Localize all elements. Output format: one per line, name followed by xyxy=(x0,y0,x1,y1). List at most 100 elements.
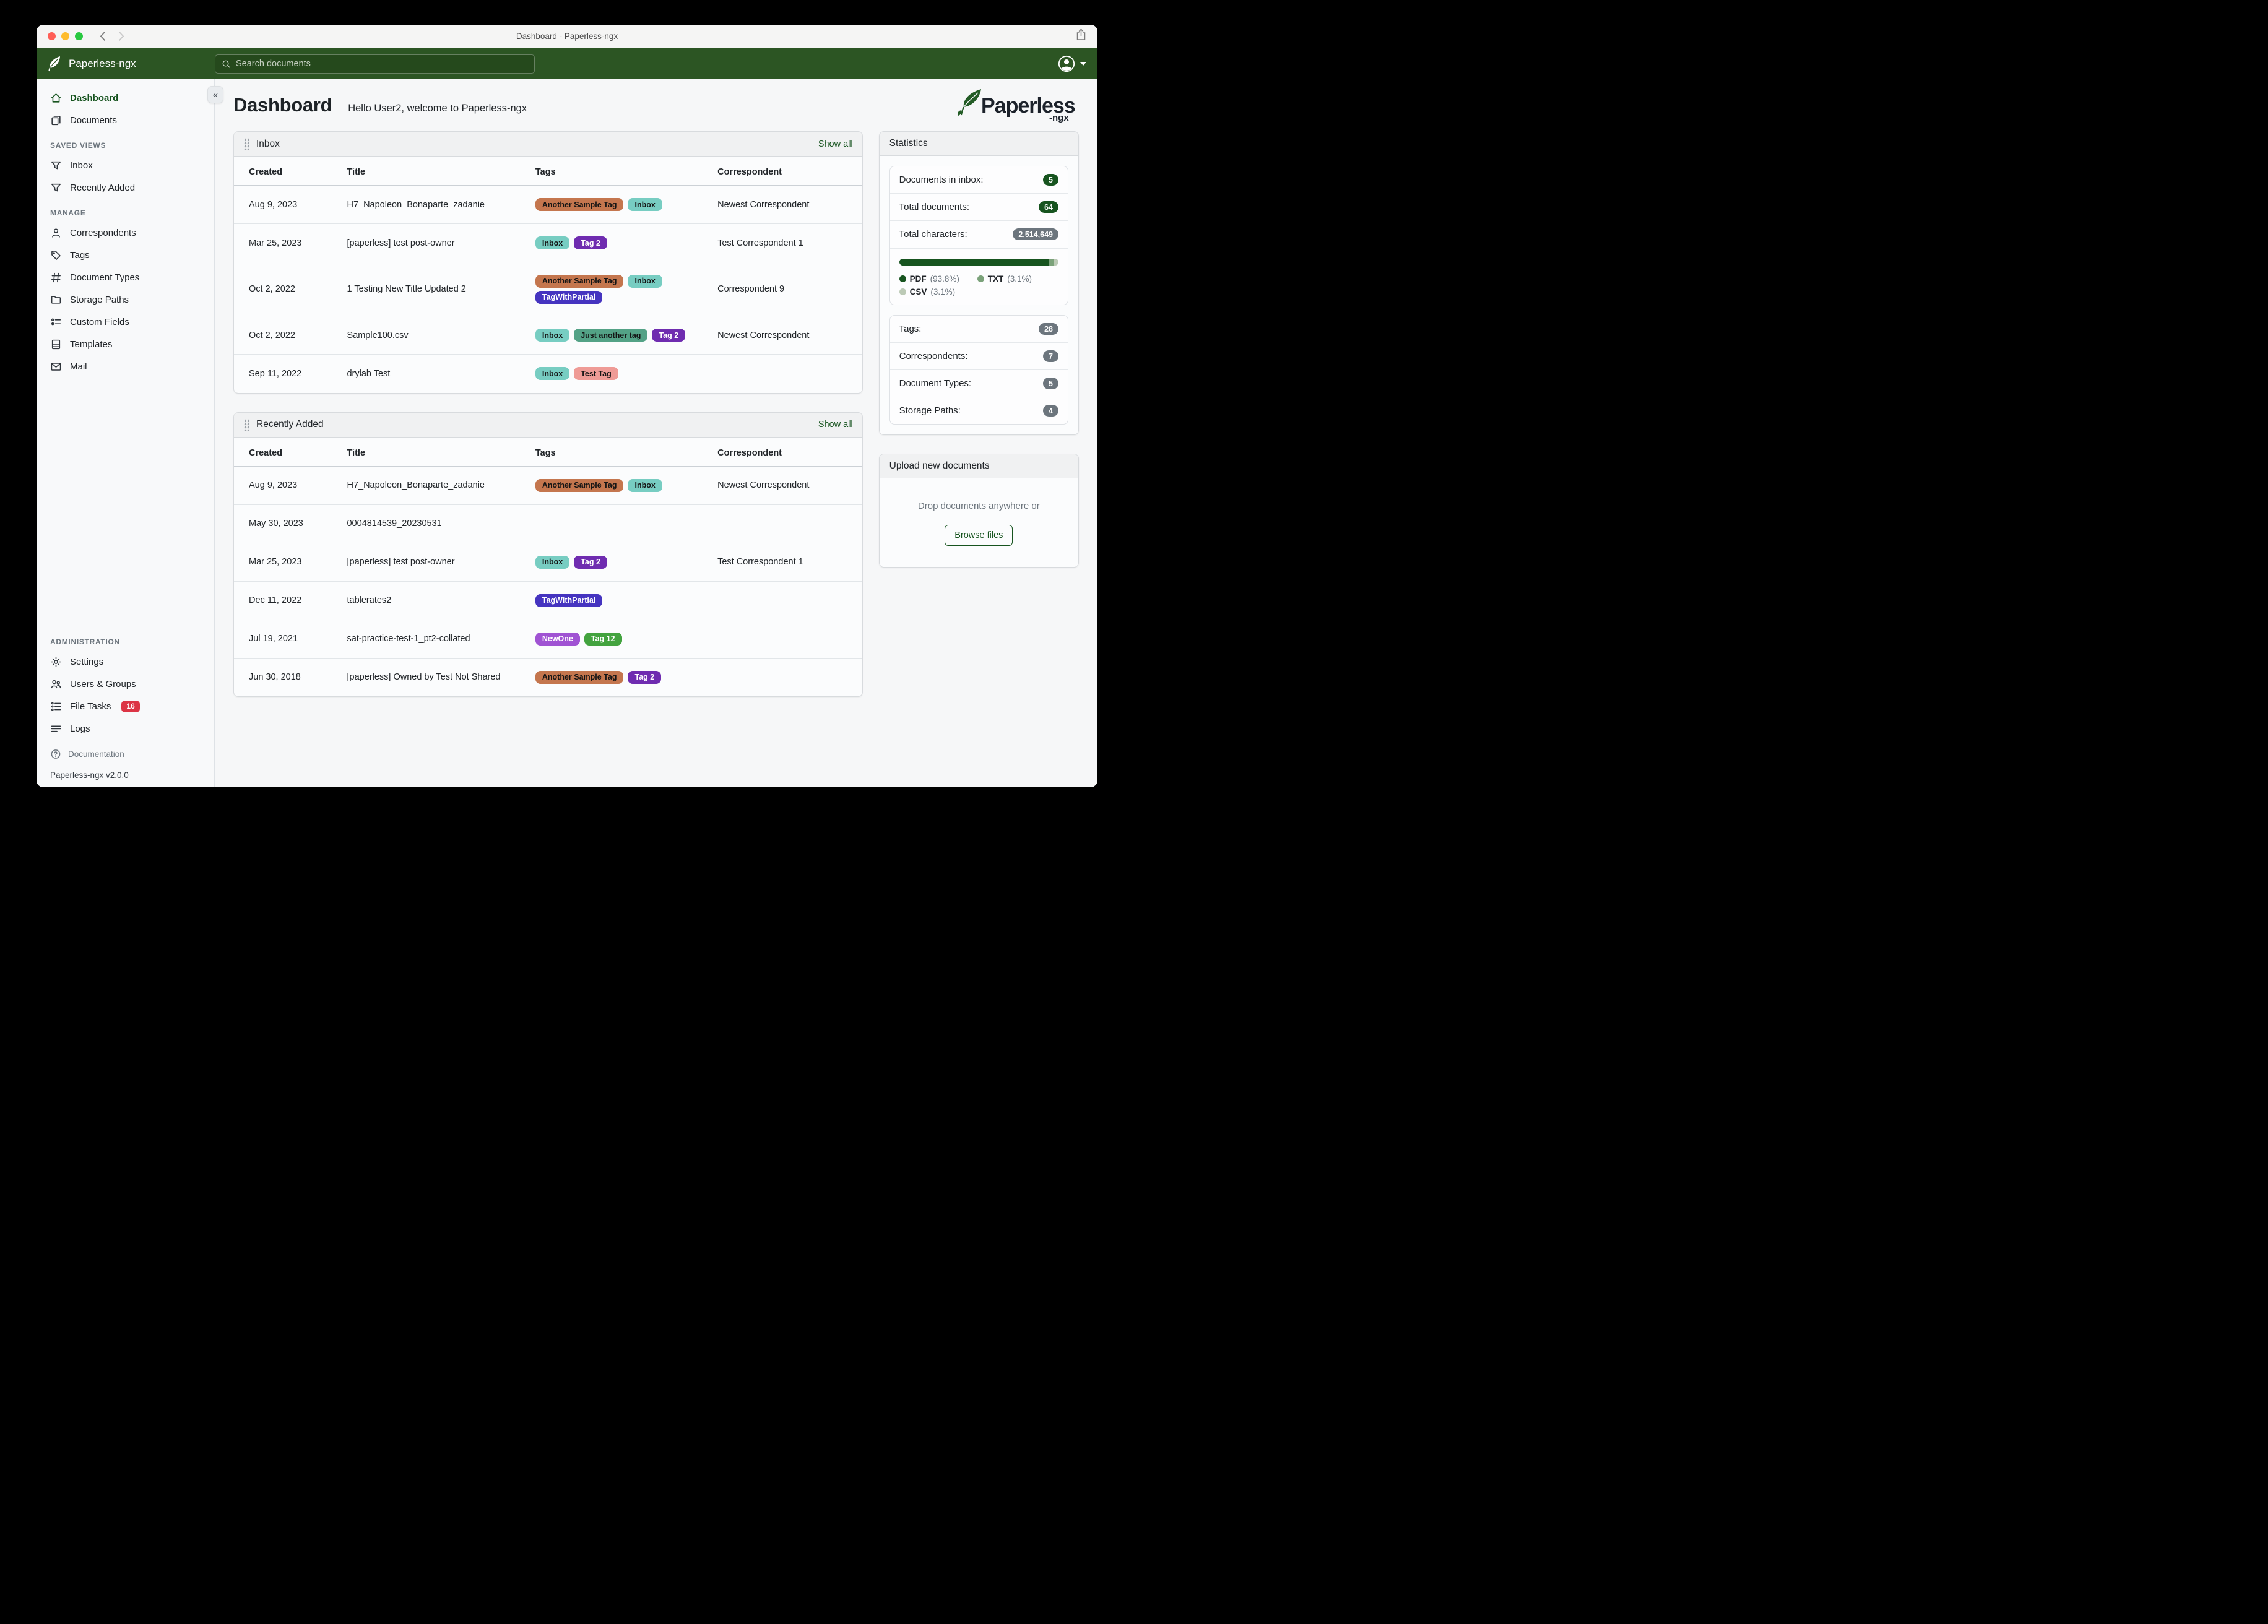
app-version: Paperless-ngx v2.0.0 xyxy=(50,771,129,780)
tag-pill[interactable]: Another Sample Tag xyxy=(535,198,624,211)
sidebar-item-label: Dashboard xyxy=(70,92,119,103)
doc-title-link[interactable]: tablerates2 xyxy=(340,581,529,620)
legend-percent: (93.8%) xyxy=(930,274,959,283)
hash-icon xyxy=(50,272,62,283)
document-row: Sep 11, 2022 drylab Test Inbox Test Tag xyxy=(234,355,862,393)
doc-correspondent xyxy=(711,581,862,620)
doc-title-link[interactable]: H7_Napoleon_Bonaparte_zadanie xyxy=(340,466,529,505)
sidebar: Dashboard Documents SAVED VIEWS Inbox Recent… xyxy=(37,79,215,787)
stat-label: Total documents: xyxy=(899,202,970,212)
tag-pill[interactable]: Tag 2 xyxy=(652,329,686,342)
tag-pill[interactable]: Another Sample Tag xyxy=(535,670,624,684)
doc-title-link[interactable]: drylab Test xyxy=(347,368,391,379)
tag-pill[interactable]: TagWithPartial xyxy=(535,594,603,607)
folder-icon xyxy=(50,294,62,306)
doc-created: Jul 19, 2021 xyxy=(234,620,341,659)
stat-label: Correspondents: xyxy=(899,351,968,361)
doc-title-link[interactable]: H7_Napoleon_Bonaparte_zadanie xyxy=(340,185,529,224)
doc-title-link[interactable]: 0004814539_20230531 xyxy=(340,504,529,543)
statistics-card: Statistics Documents in inbox: 5 Total doc… xyxy=(878,131,1079,435)
sidebar-item-recently-added[interactable]: Recently Added xyxy=(37,176,214,199)
doc-correspondent: Test Correspondent 1 xyxy=(711,223,862,262)
doc-title-link[interactable]: 1 Testing New Title Updated 2 xyxy=(340,262,529,316)
sidebar-item-logs[interactable]: Logs xyxy=(37,717,214,740)
sidebar-item-label: Inbox xyxy=(70,160,93,171)
upload-card: Upload new documents Drop documents anyw… xyxy=(878,454,1079,568)
document-row: Mar 25, 2023 [paperless] test post-owner I… xyxy=(234,223,862,262)
doc-title-link[interactable]: Sample100.csv xyxy=(340,316,529,355)
tag-pill[interactable]: Tag 2 xyxy=(628,670,662,684)
app-header: Paperless-ngx xyxy=(37,48,1097,79)
sidebar-item-documents[interactable]: Documents xyxy=(37,109,214,131)
tag-pill[interactable]: Just another tag xyxy=(574,329,648,342)
sidebar-item-custom-fields[interactable]: Custom Fields xyxy=(37,311,214,333)
user-menu[interactable] xyxy=(1058,55,1086,72)
sidebar-item-settings[interactable]: Settings xyxy=(37,650,214,673)
doc-correspondent xyxy=(711,355,862,393)
browse-files-button[interactable]: Browse files xyxy=(945,525,1013,546)
sidebar-item-label: Mail xyxy=(70,361,87,372)
legend-dot xyxy=(977,275,984,282)
sidebar-item-dashboard[interactable]: Dashboard xyxy=(37,87,214,109)
sidebar-item-label: Users & Groups xyxy=(70,678,136,689)
document-row: Jun 30, 2018 [paperless] Owned by Test No… xyxy=(234,658,862,696)
sidebar-item-inbox[interactable]: Inbox xyxy=(37,154,214,176)
brand[interactable]: Paperless-ngx xyxy=(48,56,215,72)
sidebar-item-document-types[interactable]: Document Types xyxy=(37,266,214,288)
doc-title-link[interactable]: [paperless] test post-owner xyxy=(340,223,529,262)
drag-handle-icon[interactable] xyxy=(244,418,249,431)
show-all-link[interactable]: Show all xyxy=(818,139,852,149)
tag-pill[interactable]: Tag 12 xyxy=(584,632,622,646)
sidebar-item-file-tasks[interactable]: File Tasks 16 xyxy=(37,695,214,717)
forward-icon[interactable] xyxy=(118,31,125,41)
close-button[interactable] xyxy=(48,32,56,40)
sidebar-item-storage-paths[interactable]: Storage Paths xyxy=(37,288,214,311)
tag-pill[interactable]: Inbox xyxy=(535,329,570,342)
doc-title-link[interactable]: [paperless] test post-owner xyxy=(340,543,529,582)
sidebar-item-mail[interactable]: Mail xyxy=(37,355,214,378)
file-tasks-count-badge: 16 xyxy=(121,700,140,712)
show-all-link[interactable]: Show all xyxy=(818,420,852,430)
help-icon xyxy=(50,748,61,759)
drag-handle-icon[interactable] xyxy=(244,138,249,150)
sidebar-item-users-groups[interactable]: Users & Groups xyxy=(37,673,214,695)
search-input[interactable] xyxy=(236,59,528,69)
tag-pill[interactable]: Tag 2 xyxy=(574,236,607,249)
doc-title-link[interactable]: [paperless] Owned by Test Not Shared xyxy=(347,672,501,683)
bar-segment-pdf xyxy=(899,259,1049,266)
tasks-icon xyxy=(50,701,62,712)
tag-pill[interactable]: Inbox xyxy=(535,236,570,249)
sidebar-item-correspondents[interactable]: Correspondents xyxy=(37,222,214,244)
tag-pill[interactable]: Inbox xyxy=(628,478,662,492)
tag-pill[interactable]: TagWithPartial xyxy=(535,290,603,304)
sidebar-item-templates[interactable]: Templates xyxy=(37,333,214,355)
sidebar-item-label: Settings xyxy=(70,656,104,667)
stat-value-badge: 2,514,649 xyxy=(1013,228,1058,240)
doc-title-link[interactable]: sat-practice-test-1_pt2-collated xyxy=(340,620,529,659)
stat-value-badge: 4 xyxy=(1043,405,1058,417)
maximize-button[interactable] xyxy=(75,32,83,40)
tag-pill[interactable]: Inbox xyxy=(535,367,570,381)
tag-pill[interactable]: Test Tag xyxy=(574,367,618,381)
doc-tags: Another Sample Tag Inbox xyxy=(529,466,712,505)
column-header-correspondent: Correspondent xyxy=(711,157,862,186)
sidebar-item-tags[interactable]: Tags xyxy=(37,244,214,266)
share-icon[interactable] xyxy=(1076,28,1086,44)
sidebar-collapse-button[interactable]: « xyxy=(207,86,223,103)
doc-tags xyxy=(529,504,712,543)
upload-dropzone[interactable]: Drop documents anywhere or Browse files xyxy=(880,478,1078,567)
minimize-button[interactable] xyxy=(61,32,69,40)
tag-pill[interactable]: NewOne xyxy=(535,632,580,646)
documentation-link[interactable]: Documentation xyxy=(50,748,201,759)
tag-pill[interactable]: Another Sample Tag xyxy=(535,274,624,288)
svg-text:-ngx: -ngx xyxy=(1049,113,1069,123)
tag-pill[interactable]: Inbox xyxy=(628,274,662,288)
tag-pill[interactable]: Another Sample Tag xyxy=(535,478,624,492)
tag-pill[interactable]: Inbox xyxy=(628,198,662,211)
back-icon[interactable] xyxy=(99,31,106,41)
tag-pill[interactable]: Tag 2 xyxy=(574,555,607,569)
tag-pill[interactable]: Inbox xyxy=(535,555,570,569)
file-type-bar xyxy=(899,259,1058,266)
stat-row: Correspondents: 7 xyxy=(889,343,1068,370)
sidebar-item-label: Document Types xyxy=(70,272,140,283)
